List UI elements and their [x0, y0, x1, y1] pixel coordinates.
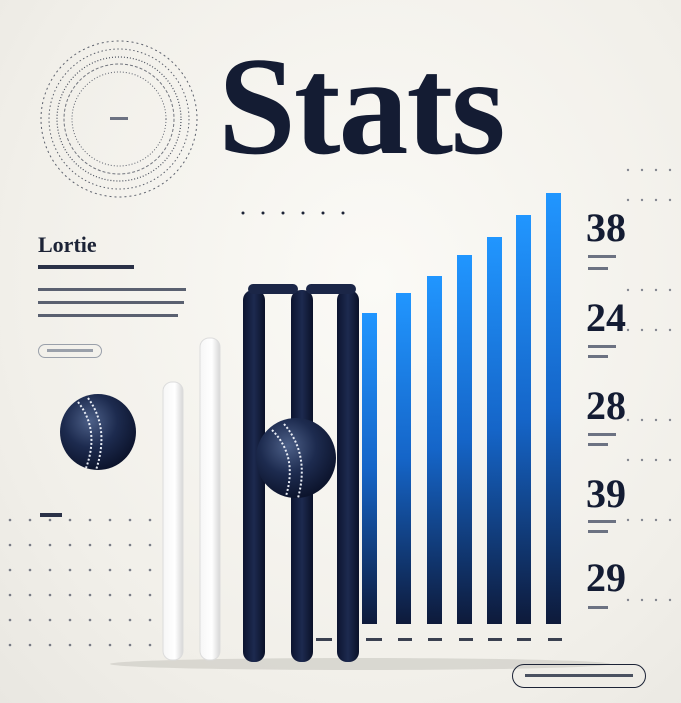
bar: [396, 293, 411, 624]
stat-caption-3b: [588, 443, 608, 446]
x-tick-placeholders: [316, 638, 562, 641]
decorative-dot-grid: [8, 518, 152, 647]
stat-value-2: 24: [586, 295, 626, 340]
cricket-ball-icon: [60, 394, 136, 471]
cricket-ball-icon: [256, 418, 336, 499]
stat-caption-5: [588, 606, 608, 609]
side-pill-button[interactable]: [38, 344, 102, 358]
bar: [487, 237, 502, 624]
stat-caption-3: [588, 433, 616, 436]
bar: [516, 215, 531, 624]
white-pole-1: [162, 381, 184, 661]
stat-caption-1b: [588, 267, 608, 270]
stat-value-4: 39: [586, 471, 626, 516]
stat-value-3: 28: [586, 383, 626, 428]
stat-caption-4b: [588, 530, 608, 533]
bar: [427, 276, 442, 624]
bar: [362, 313, 377, 624]
stat-caption-2b: [588, 355, 608, 358]
white-pole-2: [199, 337, 221, 661]
stat-value-1: 38: [586, 205, 626, 250]
stat-caption-4: [588, 520, 616, 523]
stat-caption-2: [588, 345, 616, 348]
bar: [457, 255, 472, 624]
bar-series: [362, 193, 561, 624]
footer-pill-button[interactable]: [512, 664, 646, 688]
grid-label-placeholder: [40, 510, 62, 520]
decorative-dots: [241, 211, 345, 215]
concentric-circles-icon: [40, 40, 198, 198]
decorative-dot-field: [626, 168, 672, 602]
bar: [546, 193, 561, 624]
stat-caption-1: [588, 255, 616, 258]
side-subtitle-placeholder: [38, 262, 134, 274]
page-title: Stats: [218, 29, 506, 184]
stat-value-5: 29: [586, 555, 626, 600]
side-heading: Lortie: [38, 232, 97, 257]
side-paragraph-placeholder: [38, 286, 188, 328]
